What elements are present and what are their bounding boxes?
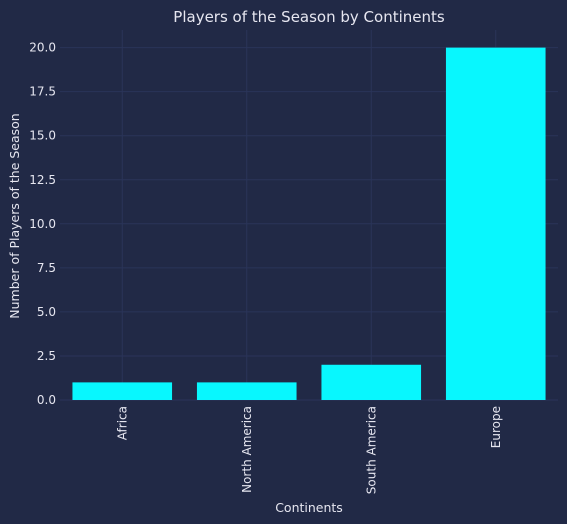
bar-africa: [72, 382, 173, 400]
y-tick-label: 7.5: [37, 261, 56, 275]
y-tick-label: 15.0: [29, 129, 56, 143]
y-tick-label: 17.5: [29, 85, 56, 99]
y-axis-label: Number of Players of the Season: [7, 113, 22, 318]
x-tick-label: North America: [240, 406, 254, 493]
x-tick-labels: Africa North America South America Europe: [115, 406, 503, 494]
bar-north-america: [196, 382, 297, 400]
x-tick-label: South America: [364, 406, 378, 494]
x-axis-label: Continents: [275, 500, 343, 515]
y-tick-label: 0.0: [37, 393, 56, 407]
x-tick-label: Africa: [115, 406, 129, 440]
y-tick-label: 2.5: [37, 349, 56, 363]
grid-lines: [60, 30, 558, 401]
bar-europe: [445, 47, 546, 400]
bar-south-america: [321, 364, 422, 400]
y-tick-labels: 0.0 2.5 5.0 7.5 10.0 12.5 15.0 17.5 20.0: [29, 41, 56, 407]
y-tick-label: 12.5: [29, 173, 56, 187]
y-tick-label: 20.0: [29, 41, 56, 55]
x-tick-label: Europe: [489, 406, 503, 448]
y-tick-label: 5.0: [37, 305, 56, 319]
y-tick-label: 10.0: [29, 217, 56, 231]
chart-title: Players of the Season by Continents: [173, 8, 445, 26]
bars: [72, 47, 546, 400]
